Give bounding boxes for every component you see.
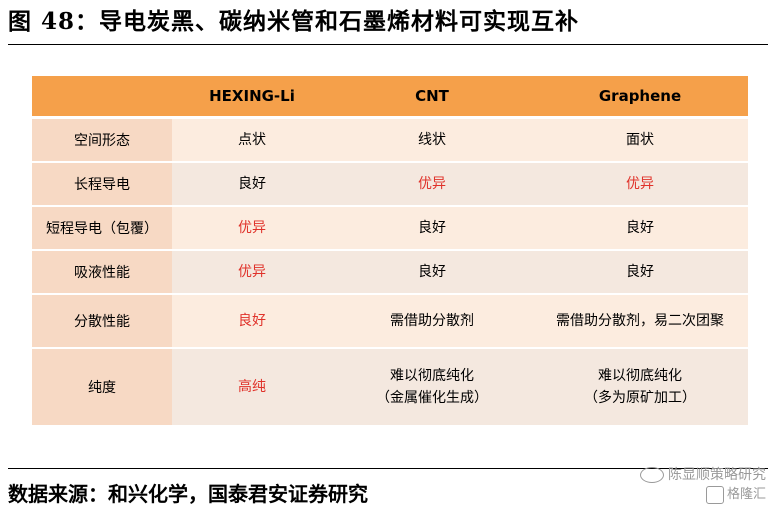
row-label: 分散性能 <box>32 293 172 349</box>
cell-text: 良好 <box>418 263 446 280</box>
table-cell: 优异 <box>332 161 532 207</box>
cell-text: 面状 <box>626 131 654 148</box>
bottom-divider <box>8 468 768 469</box>
cell-text: 优异 <box>626 175 654 192</box>
gelonghui-logo-icon <box>705 485 724 504</box>
table-cell: 需借助分散剂 <box>332 293 532 349</box>
table-row: 长程导电 良好 优异 优异 <box>32 161 748 207</box>
table-cell: 良好 <box>172 161 332 207</box>
row-label: 空间形态 <box>32 117 172 163</box>
table-cell: 良好 <box>532 205 748 251</box>
table-cell: 良好 <box>332 205 532 251</box>
row-label: 吸液性能 <box>32 249 172 295</box>
table-cell: 优异 <box>172 205 332 251</box>
top-divider <box>8 44 768 45</box>
table-row: 短程导电（包覆） 优异 良好 良好 <box>32 205 748 251</box>
table-row: 分散性能 良好 需借助分散剂 需借助分散剂，易二次团聚 <box>32 293 748 349</box>
table-cell: 良好 <box>532 249 748 295</box>
cell-text: 优异 <box>418 175 446 192</box>
table-header-row: HEXING-Li CNT Graphene <box>32 76 748 119</box>
table-cell: 点状 <box>172 117 332 163</box>
cell-text: 优异 <box>238 219 266 236</box>
figure-title: 图 48：导电炭黑、碳纳米管和石墨烯材料可实现互补 <box>8 8 580 35</box>
table-cell: 需借助分散剂，易二次团聚 <box>532 293 748 349</box>
cell-text: （多为原矿加工） <box>584 389 696 406</box>
header-cell-empty <box>32 76 172 119</box>
cell-text: 需借助分散剂，易二次团聚 <box>556 312 724 329</box>
row-label: 长程导电 <box>32 161 172 207</box>
cell-text: 良好 <box>418 219 446 236</box>
wechat-icon <box>640 467 664 483</box>
cell-text: （金属催化生成） <box>376 389 488 406</box>
table-cell: 面状 <box>532 117 748 163</box>
watermark-line2: 格隆汇 <box>726 487 766 502</box>
cell-text: 线状 <box>418 131 446 148</box>
cell-text: 需借助分散剂 <box>390 312 474 329</box>
row-label: 纯度 <box>32 347 172 427</box>
header-cell-cnt: CNT <box>332 76 532 119</box>
cell-text: 良好 <box>238 175 266 192</box>
table-row: 空间形态 点状 线状 面状 <box>32 117 748 163</box>
table-cell: 优异 <box>172 249 332 295</box>
table-cell: 难以彻底纯化 （金属催化生成） <box>332 347 532 427</box>
source-note: 数据来源：和兴化学，国泰君安证券研究 <box>8 482 368 506</box>
cell-text: 良好 <box>626 263 654 280</box>
cell-text: 难以彻底纯化 <box>390 367 474 384</box>
table-cell: 高纯 <box>172 347 332 427</box>
table-cell: 线状 <box>332 117 532 163</box>
cell-text: 良好 <box>238 312 266 329</box>
watermark: 陈显顺策略研究 格隆汇 <box>640 465 766 505</box>
table-row: 吸液性能 优异 良好 良好 <box>32 249 748 295</box>
table-cell: 优异 <box>532 161 748 207</box>
cell-text: 良好 <box>626 219 654 236</box>
comparison-table: HEXING-Li CNT Graphene 空间形态 点状 线状 面状 长程导电 良好优… <box>32 76 748 427</box>
header-cell-hexing-li: HEXING-Li <box>172 76 332 119</box>
row-label: 短程导电（包覆） <box>32 205 172 251</box>
table-cell: 难以彻底纯化 （多为原矿加工） <box>532 347 748 427</box>
cell-text: 高纯 <box>238 378 266 395</box>
table-row: 纯度 高纯 难以彻底纯化 （金属催化生成） 难以彻底纯化 （多为原矿加工） <box>32 347 748 427</box>
table-cell: 良好 <box>172 293 332 349</box>
cell-text: 难以彻底纯化 <box>598 367 682 384</box>
cell-text: 点状 <box>238 131 266 148</box>
cell-text: 优异 <box>238 263 266 280</box>
watermark-line1: 陈显顺策略研究 <box>668 467 766 483</box>
table-cell: 良好 <box>332 249 532 295</box>
header-cell-graphene: Graphene <box>532 76 748 119</box>
